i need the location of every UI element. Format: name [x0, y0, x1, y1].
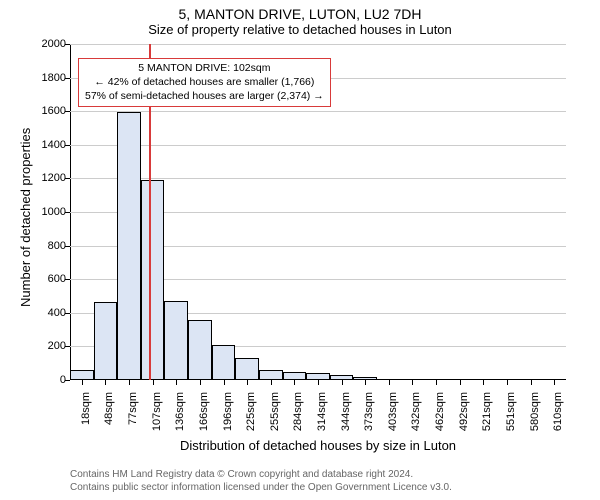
x-tick-label: 48sqm — [103, 392, 115, 425]
x-tick-label: 403sqm — [387, 392, 399, 431]
y-tick-label: 1400 — [0, 139, 66, 151]
y-tick-label: 400 — [0, 307, 66, 319]
x-tick-label: 492sqm — [458, 392, 470, 431]
x-tick-label: 225sqm — [245, 392, 257, 431]
y-tick-label: 1600 — [0, 105, 66, 117]
x-tick-mark — [82, 380, 83, 385]
x-tick-mark — [483, 380, 484, 385]
x-tick-mark — [507, 380, 508, 385]
annotation-line-2: ← 42% of detached houses are smaller (1,… — [85, 75, 324, 89]
grid-line — [70, 145, 566, 146]
x-tick-mark — [105, 380, 106, 385]
histogram-bar — [283, 372, 307, 380]
annotation-line-1: 5 MANTON DRIVE: 102sqm — [85, 61, 324, 75]
x-tick-mark — [531, 380, 532, 385]
x-tick-label: 284sqm — [292, 392, 304, 431]
x-tick-label: 107sqm — [151, 392, 163, 431]
x-tick-mark — [200, 380, 201, 385]
x-tick-mark — [554, 380, 555, 385]
y-tick-label: 2000 — [0, 38, 66, 50]
annotation-box: 5 MANTON DRIVE: 102sqm ← 42% of detached… — [78, 58, 331, 107]
grid-line — [70, 111, 566, 112]
annotation-line-3: 57% of semi-detached houses are larger (… — [85, 89, 324, 103]
histogram-bar — [235, 358, 259, 380]
x-tick-mark — [436, 380, 437, 385]
y-axis-title: Number of detached properties — [18, 128, 33, 307]
x-tick-mark — [224, 380, 225, 385]
y-tick-label: 200 — [0, 340, 66, 352]
x-tick-label: 432sqm — [410, 392, 422, 431]
histogram-bar — [70, 370, 94, 380]
x-tick-mark — [129, 380, 130, 385]
x-axis-title: Distribution of detached houses by size … — [70, 438, 566, 453]
x-tick-mark — [294, 380, 295, 385]
grid-line — [70, 44, 566, 45]
x-tick-mark — [247, 380, 248, 385]
histogram-bar — [306, 373, 330, 380]
chart-subtitle: Size of property relative to detached ho… — [0, 22, 600, 37]
x-tick-label: 196sqm — [222, 392, 234, 431]
x-tick-mark — [176, 380, 177, 385]
x-tick-mark — [389, 380, 390, 385]
footer-line-1: Contains HM Land Registry data © Crown c… — [70, 468, 452, 481]
y-tick-label: 0 — [0, 374, 66, 386]
x-tick-label: 77sqm — [127, 392, 139, 425]
x-tick-label: 580sqm — [529, 392, 541, 431]
footer-attribution: Contains HM Land Registry data © Crown c… — [70, 468, 452, 494]
y-tick-label: 800 — [0, 240, 66, 252]
x-tick-group: 18sqm 48sqm 77sqm 107sqm 136sqm 166sqm 196sqm 2… — [70, 380, 566, 440]
x-tick-label: 166sqm — [198, 392, 210, 431]
x-tick-label: 551sqm — [505, 392, 517, 431]
x-tick-label: 18sqm — [80, 392, 92, 425]
x-tick-label: 521sqm — [481, 392, 493, 431]
histogram-bar — [188, 320, 212, 380]
x-tick-label: 373sqm — [363, 392, 375, 431]
y-tick-label: 1200 — [0, 172, 66, 184]
histogram-bar — [259, 370, 283, 380]
x-tick-mark — [153, 380, 154, 385]
x-tick-label: 255sqm — [269, 392, 281, 431]
x-tick-mark — [271, 380, 272, 385]
x-tick-mark — [365, 380, 366, 385]
histogram-bar — [117, 112, 141, 380]
footer-line-2: Contains public sector information licen… — [70, 481, 452, 494]
histogram-bar — [164, 301, 188, 380]
x-tick-label: 610sqm — [552, 392, 564, 431]
histogram-bar — [94, 302, 118, 380]
x-tick-label: 314sqm — [316, 392, 328, 431]
histogram-bar — [141, 180, 165, 380]
x-tick-mark — [412, 380, 413, 385]
y-tick-label: 600 — [0, 273, 66, 285]
x-tick-label: 462sqm — [434, 392, 446, 431]
chart-container: 5, MANTON DRIVE, LUTON, LU2 7DH Size of … — [0, 0, 600, 500]
y-tick-label: 1000 — [0, 206, 66, 218]
x-tick-mark — [342, 380, 343, 385]
x-tick-mark — [460, 380, 461, 385]
x-tick-label: 136sqm — [174, 392, 186, 431]
histogram-bar — [212, 345, 236, 380]
x-tick-label: 344sqm — [340, 392, 352, 431]
y-tick-label: 1800 — [0, 72, 66, 84]
chart-title: 5, MANTON DRIVE, LUTON, LU2 7DH — [0, 0, 600, 22]
x-tick-mark — [318, 380, 319, 385]
